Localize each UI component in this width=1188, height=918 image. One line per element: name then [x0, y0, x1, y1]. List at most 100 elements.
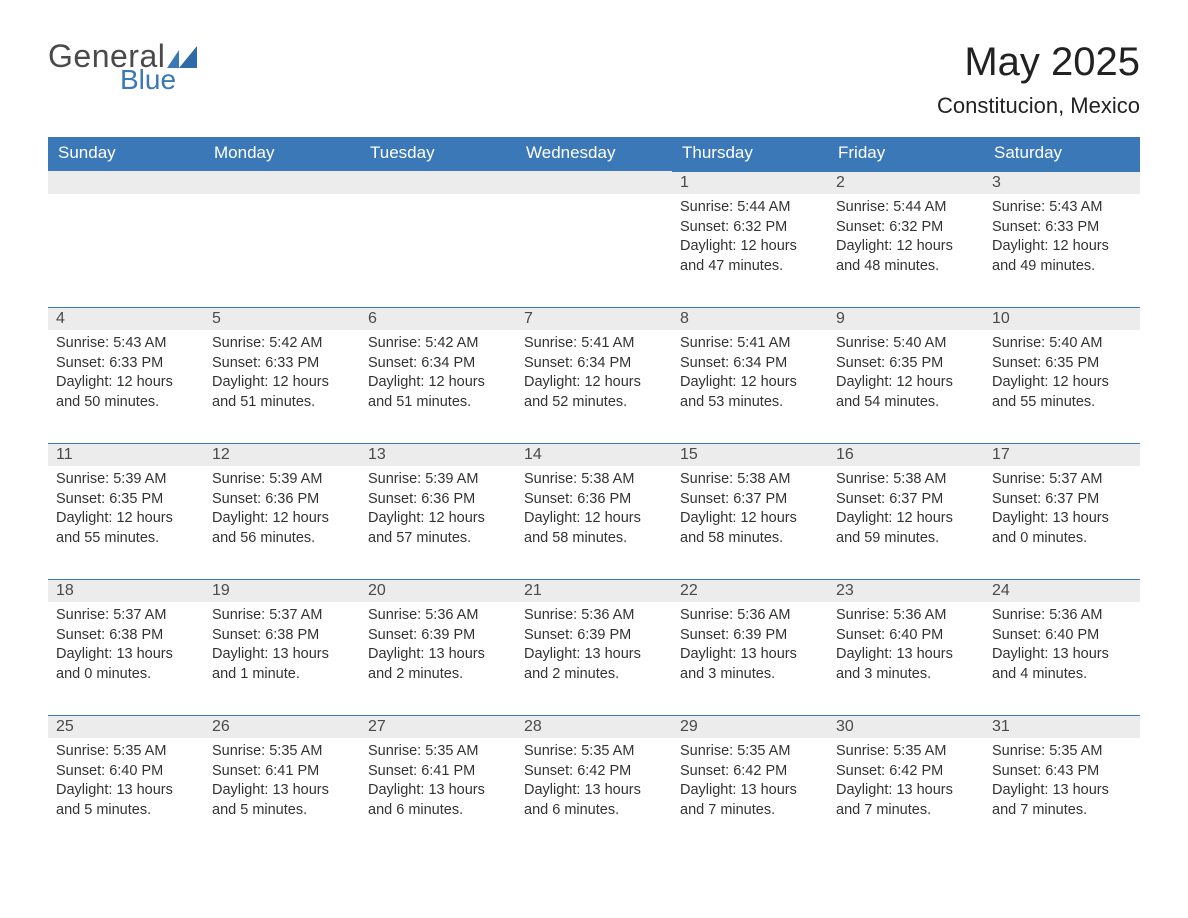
day-number: 23 — [828, 579, 984, 602]
sunset-text: Sunset: 6:34 PM — [368, 354, 508, 374]
daylight-text-1: Daylight: 13 hours — [680, 781, 820, 801]
day-number-empty — [360, 171, 516, 194]
day-body: Sunrise: 5:35 AMSunset: 6:42 PMDaylight:… — [516, 738, 672, 824]
daylight-text-2: and 58 minutes. — [524, 529, 664, 549]
logo-text-blue: Blue — [120, 66, 176, 94]
sunset-text: Sunset: 6:40 PM — [56, 762, 196, 782]
day-body: Sunrise: 5:35 AMSunset: 6:41 PMDaylight:… — [204, 738, 360, 824]
daylight-text-2: and 2 minutes. — [524, 665, 664, 685]
sunset-text: Sunset: 6:34 PM — [524, 354, 664, 374]
sunrise-text: Sunrise: 5:37 AM — [212, 606, 352, 626]
day-body: Sunrise: 5:37 AMSunset: 6:38 PMDaylight:… — [204, 602, 360, 688]
sunset-text: Sunset: 6:37 PM — [680, 490, 820, 510]
daylight-text-2: and 55 minutes. — [56, 529, 196, 549]
sunrise-text: Sunrise: 5:35 AM — [680, 742, 820, 762]
day-body: Sunrise: 5:35 AMSunset: 6:40 PMDaylight:… — [48, 738, 204, 824]
sunset-text: Sunset: 6:35 PM — [56, 490, 196, 510]
day-number: 24 — [984, 579, 1140, 602]
daylight-text-1: Daylight: 12 hours — [992, 373, 1132, 393]
sunset-text: Sunset: 6:34 PM — [680, 354, 820, 374]
day-body: Sunrise: 5:36 AMSunset: 6:39 PMDaylight:… — [516, 602, 672, 688]
calendar-week-row: 4Sunrise: 5:43 AMSunset: 6:33 PMDaylight… — [48, 307, 1140, 443]
sunrise-text: Sunrise: 5:39 AM — [212, 470, 352, 490]
calendar-cell: 10Sunrise: 5:40 AMSunset: 6:35 PMDayligh… — [984, 307, 1140, 443]
daylight-text-1: Daylight: 12 hours — [212, 509, 352, 529]
daylight-text-2: and 57 minutes. — [368, 529, 508, 549]
sunrise-text: Sunrise: 5:44 AM — [680, 198, 820, 218]
daylight-text-1: Daylight: 12 hours — [524, 509, 664, 529]
day-number: 6 — [360, 307, 516, 330]
sunrise-text: Sunrise: 5:42 AM — [212, 334, 352, 354]
daylight-text-2: and 7 minutes. — [992, 801, 1132, 821]
day-number: 16 — [828, 443, 984, 466]
daylight-text-1: Daylight: 12 hours — [56, 509, 196, 529]
sunset-text: Sunset: 6:39 PM — [368, 626, 508, 646]
title-block: May 2025 Constitucion, Mexico — [937, 40, 1140, 119]
day-number: 10 — [984, 307, 1140, 330]
day-number: 29 — [672, 715, 828, 738]
day-body: Sunrise: 5:35 AMSunset: 6:42 PMDaylight:… — [672, 738, 828, 824]
calendar-cell: 11Sunrise: 5:39 AMSunset: 6:35 PMDayligh… — [48, 443, 204, 579]
day-body: Sunrise: 5:44 AMSunset: 6:32 PMDaylight:… — [672, 194, 828, 280]
sunrise-text: Sunrise: 5:36 AM — [680, 606, 820, 626]
day-body: Sunrise: 5:38 AMSunset: 6:37 PMDaylight:… — [828, 466, 984, 552]
daylight-text-1: Daylight: 13 hours — [836, 781, 976, 801]
day-body: Sunrise: 5:35 AMSunset: 6:43 PMDaylight:… — [984, 738, 1140, 824]
daylight-text-1: Daylight: 13 hours — [524, 645, 664, 665]
day-number: 20 — [360, 579, 516, 602]
daylight-text-1: Daylight: 12 hours — [680, 509, 820, 529]
calendar-cell: 22Sunrise: 5:36 AMSunset: 6:39 PMDayligh… — [672, 579, 828, 715]
day-body: Sunrise: 5:43 AMSunset: 6:33 PMDaylight:… — [48, 330, 204, 416]
day-number: 14 — [516, 443, 672, 466]
sunset-text: Sunset: 6:41 PM — [368, 762, 508, 782]
calendar-cell: 1Sunrise: 5:44 AMSunset: 6:32 PMDaylight… — [672, 171, 828, 307]
day-number: 26 — [204, 715, 360, 738]
calendar-cell: 19Sunrise: 5:37 AMSunset: 6:38 PMDayligh… — [204, 579, 360, 715]
daylight-text-1: Daylight: 12 hours — [368, 373, 508, 393]
daylight-text-1: Daylight: 13 hours — [212, 645, 352, 665]
daylight-text-1: Daylight: 12 hours — [836, 373, 976, 393]
daylight-text-2: and 59 minutes. — [836, 529, 976, 549]
sunset-text: Sunset: 6:33 PM — [56, 354, 196, 374]
daylight-text-2: and 51 minutes. — [368, 393, 508, 413]
sunrise-text: Sunrise: 5:35 AM — [56, 742, 196, 762]
day-number: 7 — [516, 307, 672, 330]
daylight-text-1: Daylight: 12 hours — [368, 509, 508, 529]
calendar-cell: 24Sunrise: 5:36 AMSunset: 6:40 PMDayligh… — [984, 579, 1140, 715]
day-body: Sunrise: 5:40 AMSunset: 6:35 PMDaylight:… — [984, 330, 1140, 416]
calendar-cell: 6Sunrise: 5:42 AMSunset: 6:34 PMDaylight… — [360, 307, 516, 443]
day-number: 11 — [48, 443, 204, 466]
sunset-text: Sunset: 6:38 PM — [212, 626, 352, 646]
calendar-cell: 7Sunrise: 5:41 AMSunset: 6:34 PMDaylight… — [516, 307, 672, 443]
sunset-text: Sunset: 6:42 PM — [680, 762, 820, 782]
daylight-text-2: and 58 minutes. — [680, 529, 820, 549]
sunset-text: Sunset: 6:40 PM — [836, 626, 976, 646]
day-number: 4 — [48, 307, 204, 330]
calendar-cell: 9Sunrise: 5:40 AMSunset: 6:35 PMDaylight… — [828, 307, 984, 443]
daylight-text-1: Daylight: 13 hours — [992, 645, 1132, 665]
daylight-text-1: Daylight: 12 hours — [680, 373, 820, 393]
sunrise-text: Sunrise: 5:40 AM — [992, 334, 1132, 354]
calendar-cell: 12Sunrise: 5:39 AMSunset: 6:36 PMDayligh… — [204, 443, 360, 579]
day-body: Sunrise: 5:39 AMSunset: 6:36 PMDaylight:… — [360, 466, 516, 552]
daylight-text-2: and 5 minutes. — [212, 801, 352, 821]
daylight-text-1: Daylight: 12 hours — [992, 237, 1132, 257]
day-number: 9 — [828, 307, 984, 330]
sunrise-text: Sunrise: 5:36 AM — [836, 606, 976, 626]
daylight-text-2: and 53 minutes. — [680, 393, 820, 413]
day-body: Sunrise: 5:35 AMSunset: 6:42 PMDaylight:… — [828, 738, 984, 824]
calendar-cell: 26Sunrise: 5:35 AMSunset: 6:41 PMDayligh… — [204, 715, 360, 851]
day-number: 22 — [672, 579, 828, 602]
sunrise-text: Sunrise: 5:38 AM — [524, 470, 664, 490]
calendar-cell — [516, 171, 672, 307]
day-body: Sunrise: 5:37 AMSunset: 6:38 PMDaylight:… — [48, 602, 204, 688]
calendar-week-row: 25Sunrise: 5:35 AMSunset: 6:40 PMDayligh… — [48, 715, 1140, 851]
daylight-text-2: and 56 minutes. — [212, 529, 352, 549]
calendar-cell: 2Sunrise: 5:44 AMSunset: 6:32 PMDaylight… — [828, 171, 984, 307]
sunset-text: Sunset: 6:37 PM — [992, 490, 1132, 510]
day-number-empty — [48, 171, 204, 194]
day-number: 13 — [360, 443, 516, 466]
daylight-text-1: Daylight: 13 hours — [992, 509, 1132, 529]
calendar-cell: 8Sunrise: 5:41 AMSunset: 6:34 PMDaylight… — [672, 307, 828, 443]
sunset-text: Sunset: 6:36 PM — [524, 490, 664, 510]
